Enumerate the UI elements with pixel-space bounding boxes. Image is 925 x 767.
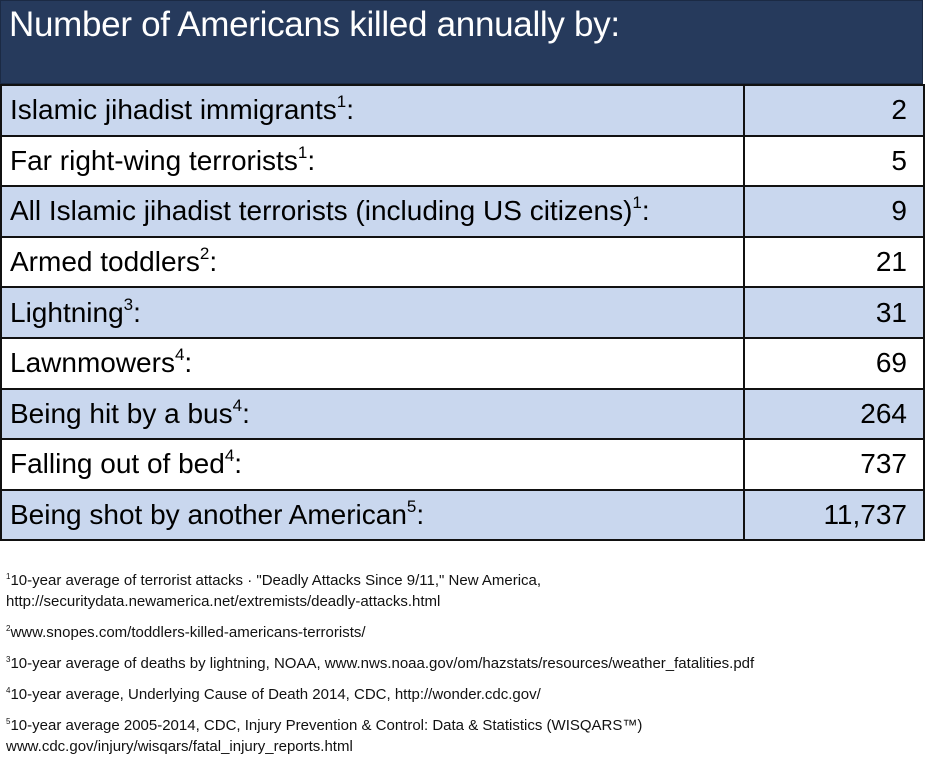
footnote-text: www.snopes.com/toddlers-killed-americans…	[10, 624, 366, 641]
colon: :	[209, 246, 218, 278]
row-label: Falling out of bed	[10, 448, 225, 480]
footnote-marker: 5	[6, 717, 11, 726]
row: Armed toddlers2: 21	[0, 235, 925, 289]
header: Number of Americans killed annually by:	[0, 0, 923, 84]
row-label: Islamic jihadist immigrants	[10, 94, 337, 126]
footnotes: 110-year average of terrorist attacks · …	[6, 570, 921, 767]
footnote-ref: 4	[174, 345, 185, 365]
colon: :	[184, 347, 193, 379]
row-label-cell: Falling out of bed4:	[0, 438, 745, 491]
row-label-cell: All Islamic jihadist terrorists (includi…	[0, 185, 745, 238]
row: Being shot by another American5: 11,737	[0, 488, 925, 542]
footnote-text: 10-year average of deaths by lightning, …	[10, 655, 755, 672]
row: Lightning3: 31	[0, 286, 925, 339]
row-value: 69	[743, 336, 925, 390]
colon: :	[242, 397, 250, 429]
footnote-ref: 1	[632, 193, 642, 213]
colon: :	[133, 296, 141, 328]
row: Far right-wing terrorists1: 5	[0, 134, 925, 188]
row-label-cell: Being shot by another American5:	[0, 488, 745, 542]
row-label: Being shot by another American	[10, 499, 407, 531]
row-value: 11,737	[743, 488, 925, 542]
row-label: Being hit by a bus	[10, 397, 233, 429]
footnote-ref: 1	[297, 142, 308, 162]
footnote-ref: 4	[232, 395, 243, 415]
footnote-ref: 5	[406, 497, 417, 517]
table: Islamic jihadist immigrants1: 2 Far right-…	[0, 84, 925, 542]
row-value: 9	[743, 185, 925, 238]
row-label: Far right-wing terrorists	[10, 144, 298, 176]
colon: :	[346, 94, 354, 126]
footnote-marker: 1	[6, 572, 11, 581]
row-label-cell: Lawnmowers4:	[0, 336, 745, 390]
row: All Islamic jihadist terrorists (includi…	[0, 185, 925, 238]
colon: :	[234, 448, 243, 480]
footnote-marker: 2	[6, 624, 11, 633]
footnote: 2www.snopes.com/toddlers-killed-american…	[6, 622, 921, 643]
footnote-text: 10-year average, Underlying Cause of Dea…	[10, 686, 541, 703]
title: Number of Americans killed annually by:	[9, 5, 620, 44]
row-value: 5	[743, 134, 925, 188]
row-label-cell: Far right-wing terrorists1:	[0, 134, 745, 188]
row-label: Armed toddlers	[10, 246, 200, 278]
row: Being hit by a bus4: 264	[0, 387, 925, 441]
table-body: Islamic jihadist immigrants1: 2 Far right-…	[0, 84, 925, 542]
footnote-text: www.cdc.gov/injury/wisqars/fatal_injury_…	[6, 738, 353, 755]
row-label-cell: Being hit by a bus4:	[0, 387, 745, 441]
row: Lawnmowers4: 69	[0, 336, 925, 390]
row-value: 264	[743, 387, 925, 441]
footnote-ref: 2	[199, 244, 210, 264]
row-value: 2	[743, 84, 925, 137]
footnote: 310-year average of deaths by lightning,…	[6, 653, 921, 674]
row-label: Lawnmowers	[10, 347, 175, 379]
row-label-cell: Islamic jihadist immigrants1:	[0, 84, 745, 137]
colon: :	[416, 499, 425, 531]
row-value: 31	[743, 286, 925, 339]
row: Islamic jihadist immigrants1: 2	[0, 84, 925, 137]
row-value: 21	[743, 235, 925, 289]
footnote-text: http://securitydata.newamerica.net/extre…	[6, 593, 441, 610]
footnote: 410-year average, Underlying Cause of De…	[6, 684, 921, 705]
footnote-text: 10-year average 2005-2014, CDC, Injury P…	[10, 717, 643, 734]
row-label: All Islamic jihadist terrorists (includi…	[10, 195, 633, 227]
footnote: 110-year average of terrorist attacks · …	[6, 570, 921, 612]
footnote-marker: 4	[6, 686, 11, 695]
row-label: Lightning	[10, 296, 124, 328]
footnote: 510-year average 2005-2014, CDC, Injury …	[6, 715, 921, 757]
footnote-ref: 3	[123, 294, 134, 314]
footnote-ref: 4	[224, 446, 235, 466]
footnote-marker: 3	[6, 655, 11, 664]
row-label-cell: Armed toddlers2:	[0, 235, 745, 289]
row-label-cell: Lightning3:	[0, 286, 745, 339]
footnote-text: 10-year average of terrorist attacks · "…	[10, 572, 542, 589]
footnote-ref: 1	[336, 92, 347, 112]
row: Falling out of bed4: 737	[0, 438, 925, 491]
colon: :	[307, 144, 316, 176]
colon: :	[641, 195, 650, 227]
row-value: 737	[743, 438, 925, 491]
